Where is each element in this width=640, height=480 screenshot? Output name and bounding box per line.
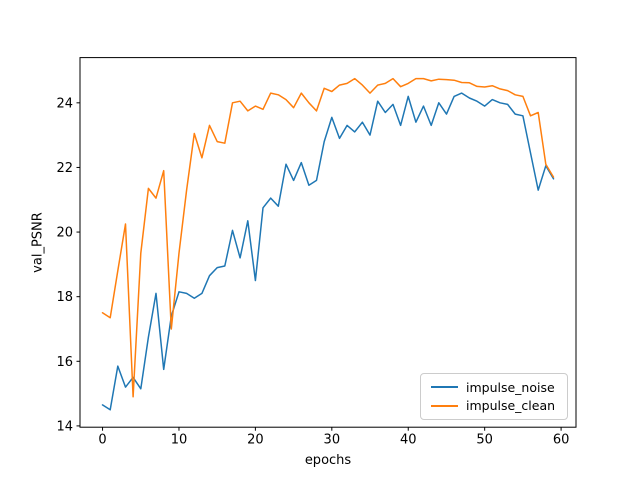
x-tick-label: 50 xyxy=(476,433,493,448)
y-tick-label: 22 xyxy=(56,161,73,176)
x-tick-label: 20 xyxy=(247,433,264,448)
legend-label: impulse_noise xyxy=(466,379,555,395)
legend-label: impulse_clean xyxy=(466,398,556,414)
x-tick-label: 10 xyxy=(171,433,188,448)
y-tick-label: 18 xyxy=(56,290,73,305)
legend-line-swatch-orange xyxy=(431,404,458,407)
legend-item-impulse-clean: impulse_clean xyxy=(431,398,559,413)
y-tick-label: 16 xyxy=(56,355,73,370)
y-tick-label: 24 xyxy=(56,96,73,111)
legend-line-swatch-blue xyxy=(431,386,458,389)
x-tick-label: 0 xyxy=(98,433,106,448)
x-tick-label: 60 xyxy=(553,433,570,448)
legend-item-impulse-noise: impulse_noise xyxy=(431,380,559,395)
legend: impulse_noise impulse_clean xyxy=(420,373,568,420)
plot-frame xyxy=(79,57,577,428)
x-tick-label: 40 xyxy=(400,433,417,448)
series-line-impulse_clean xyxy=(101,77,555,398)
y-axis-label: val_PSNR xyxy=(30,212,46,273)
x-tick-label: 30 xyxy=(324,433,341,448)
series-line-impulse_noise xyxy=(101,92,555,411)
y-tick-label: 20 xyxy=(56,226,73,241)
y-tick-label: 14 xyxy=(56,419,73,434)
x-axis-label: epochs xyxy=(304,453,352,468)
